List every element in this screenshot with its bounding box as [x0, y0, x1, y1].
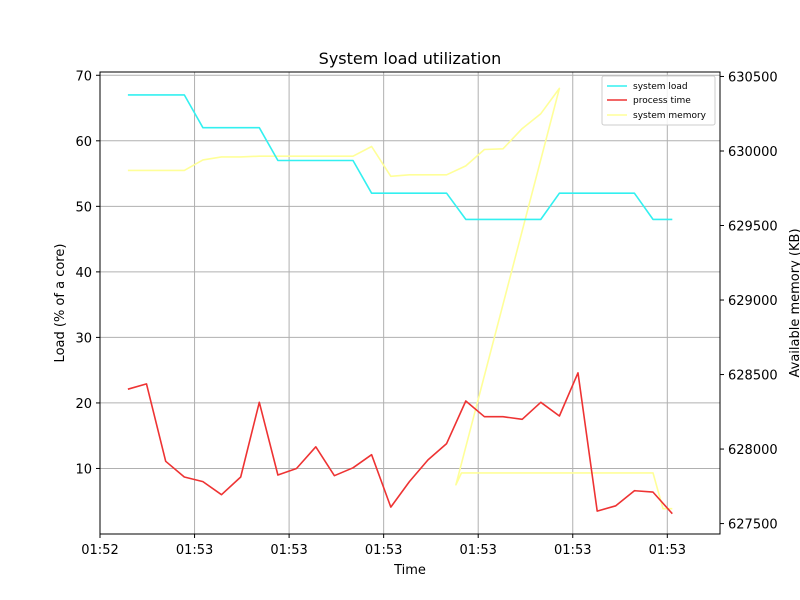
- series-line-process-time: [127, 371, 673, 515]
- y2-tick-label: 627500: [728, 518, 778, 533]
- y-axis-label: Load (% of a core): [53, 244, 68, 363]
- y-tick-label: 60: [75, 135, 92, 150]
- y-tick-label: 70: [75, 69, 92, 84]
- x-tick-label: 01:53: [459, 543, 496, 558]
- y-tick-label: 20: [75, 397, 92, 412]
- y2-axis-ticks: 627500 628000 628500 629000 629500 630000 6305…: [720, 70, 778, 533]
- y2-tick-label: 629500: [728, 220, 778, 235]
- x-tick-label: 01:52: [81, 543, 118, 558]
- series-line-system-memory: [127, 87, 673, 510]
- plot-area: [100, 72, 720, 534]
- x-axis-ticks: 01:52 01:53 01:53 01:53 01:53 01:53 01:53: [81, 534, 686, 558]
- y-tick-label: 30: [75, 331, 92, 346]
- legend-box: [601, 75, 716, 126]
- y2-tick-label: 630000: [728, 145, 778, 160]
- legend-label-system-load: system load: [633, 82, 688, 92]
- legend: system load process time system memory: [601, 75, 716, 126]
- series-line-system-load: [127, 94, 673, 221]
- y-axis-ticks: 10 20 30 40 50 60 70: [75, 69, 100, 477]
- x-axis-label: Time: [393, 563, 426, 578]
- plot-frame: [99, 71, 721, 535]
- x-tick-label: 01:53: [554, 543, 591, 558]
- y2-tick-label: 628000: [728, 443, 778, 458]
- y-tick-label: 40: [75, 266, 92, 281]
- legend-label-process-time: process time: [633, 96, 691, 106]
- legend-label-system-memory: system memory: [633, 111, 707, 121]
- x-tick-label: 01:53: [649, 543, 686, 558]
- grid-lines: [99, 72, 720, 534]
- chart-title: System load utilization: [319, 49, 502, 68]
- x-tick-label: 01:53: [365, 543, 402, 558]
- x-tick-label: 01:53: [270, 543, 307, 558]
- y2-axis-label: Available memory (KB): [788, 228, 800, 377]
- y-tick-label: 10: [75, 462, 92, 477]
- x-tick-label: 01:53: [176, 543, 213, 558]
- y-tick-label: 50: [75, 200, 92, 215]
- series-layer: [127, 87, 673, 515]
- y2-tick-label: 629000: [728, 294, 778, 309]
- y2-tick-label: 630500: [728, 70, 778, 85]
- y2-tick-label: 628500: [728, 369, 778, 384]
